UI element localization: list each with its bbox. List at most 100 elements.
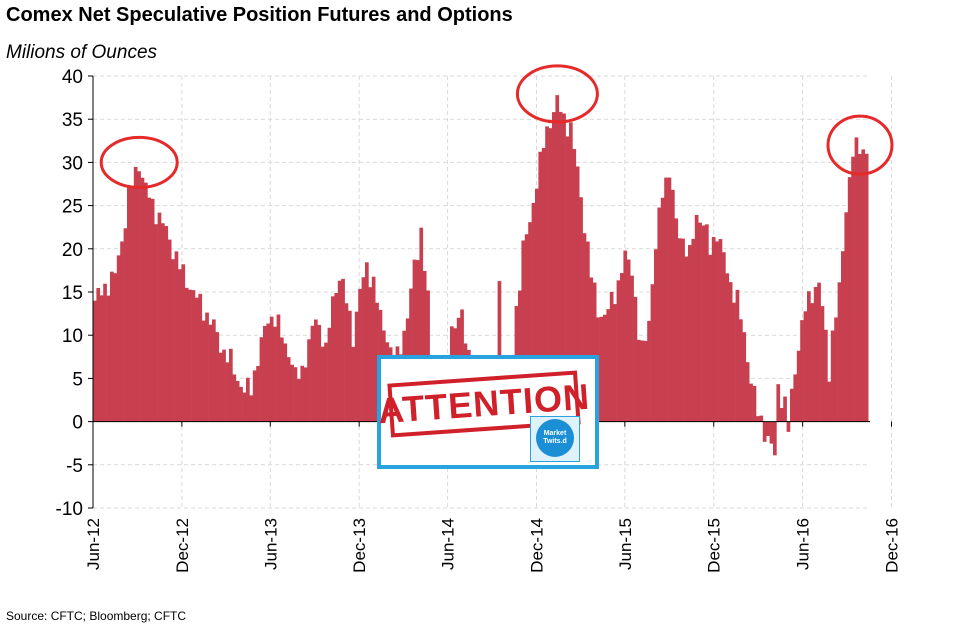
data-bar	[225, 362, 230, 422]
data-bar	[691, 238, 696, 422]
y-tick-label: 10	[62, 326, 83, 347]
data-bar	[572, 149, 577, 422]
logo-line-2: Twits.d	[543, 438, 567, 445]
data-bar	[154, 224, 158, 422]
data-bar	[528, 222, 532, 422]
data-bar	[647, 320, 651, 422]
data-bar	[643, 340, 648, 422]
highlight-circles	[99, 64, 894, 189]
data-bar	[286, 357, 291, 422]
data-bar	[314, 319, 318, 422]
data-bar	[184, 287, 189, 422]
data-bar	[140, 177, 145, 422]
data-bar	[548, 128, 553, 422]
data-bar	[599, 316, 604, 422]
y-tick-label: 5	[72, 369, 83, 390]
data-bar	[790, 388, 794, 422]
highlight-circle	[99, 135, 179, 189]
data-bar	[630, 275, 634, 422]
data-bar	[235, 380, 240, 422]
data-bar	[246, 377, 250, 422]
x-tick-label: Jun-12	[84, 518, 103, 570]
data-bar	[320, 346, 325, 422]
data-bar	[93, 300, 97, 422]
data-bar	[171, 259, 175, 422]
data-bar	[218, 352, 223, 422]
data-bar	[351, 346, 356, 422]
data-bar	[167, 239, 172, 422]
data-bar	[745, 362, 750, 422]
data-bar	[181, 264, 186, 422]
data-bar	[127, 187, 131, 422]
data-bar	[565, 136, 570, 422]
data-bar	[728, 282, 733, 422]
data-bar	[575, 166, 580, 422]
data-bar	[674, 218, 679, 422]
data-bar	[841, 251, 845, 422]
data-bar	[307, 339, 311, 422]
y-tick-label: 20	[62, 240, 83, 261]
data-bar	[722, 252, 726, 422]
data-bar	[324, 342, 328, 422]
data-bar	[208, 324, 213, 422]
data-bar	[201, 320, 206, 422]
data-bar	[524, 234, 529, 422]
y-axis-tick-labels: -10 -5 0 5 10 15 20 25 30 35 40	[56, 67, 83, 520]
data-bar	[116, 255, 121, 422]
data-bar	[290, 364, 294, 422]
source-note: Source: CFTC; Bloomberg; CFTC	[6, 609, 187, 623]
data-bar	[735, 289, 740, 422]
x-tick-label: Dec-12	[173, 518, 192, 573]
data-bar	[215, 332, 220, 422]
data-bar	[120, 241, 124, 422]
data-bar	[242, 392, 247, 422]
data-bar	[834, 317, 838, 422]
data-bar	[337, 280, 342, 422]
data-bar	[354, 311, 359, 422]
data-bar	[317, 324, 322, 422]
highlight-circle	[515, 64, 599, 124]
data-bar	[654, 249, 658, 422]
data-bar	[609, 291, 614, 422]
logo-circle-icon: Market Twits.d	[536, 419, 574, 457]
data-bar	[293, 367, 298, 422]
data-bar	[807, 291, 811, 422]
chart-title: Comex Net Speculative Position Futures a…	[6, 4, 513, 26]
data-bar	[365, 262, 369, 422]
data-bar	[861, 149, 866, 422]
data-bar	[222, 349, 226, 422]
data-bar	[620, 273, 624, 422]
data-bar	[535, 188, 539, 422]
data-bar	[616, 280, 621, 422]
x-tick-label: Dec-16	[883, 518, 902, 573]
data-bar	[300, 365, 305, 422]
data-bar	[701, 225, 706, 422]
data-bar	[603, 314, 607, 422]
data-bar	[229, 348, 233, 422]
data-bar	[198, 293, 203, 422]
data-bar	[164, 226, 169, 422]
data-bar	[671, 189, 675, 422]
highlight-circle	[826, 114, 894, 176]
y-tick-label: -5	[66, 456, 83, 477]
data-bar	[188, 289, 192, 422]
y-tick-label: -10	[56, 499, 83, 520]
data-bar	[742, 332, 747, 422]
data-bar	[130, 188, 135, 422]
data-bar	[739, 319, 743, 422]
data-bar	[212, 319, 216, 422]
data-bar	[813, 287, 818, 422]
y-tick-label: 25	[62, 197, 83, 218]
data-bar	[796, 350, 801, 422]
data-bar	[232, 374, 237, 422]
data-bar	[684, 256, 689, 422]
data-bar	[776, 384, 781, 422]
data-bar	[769, 421, 774, 444]
data-bar	[269, 316, 274, 422]
data-bar	[830, 330, 835, 422]
data-bar	[711, 236, 716, 422]
y-tick-label: 15	[62, 283, 83, 304]
data-bar	[239, 386, 243, 422]
data-bar	[569, 122, 573, 422]
data-bar	[837, 282, 842, 422]
